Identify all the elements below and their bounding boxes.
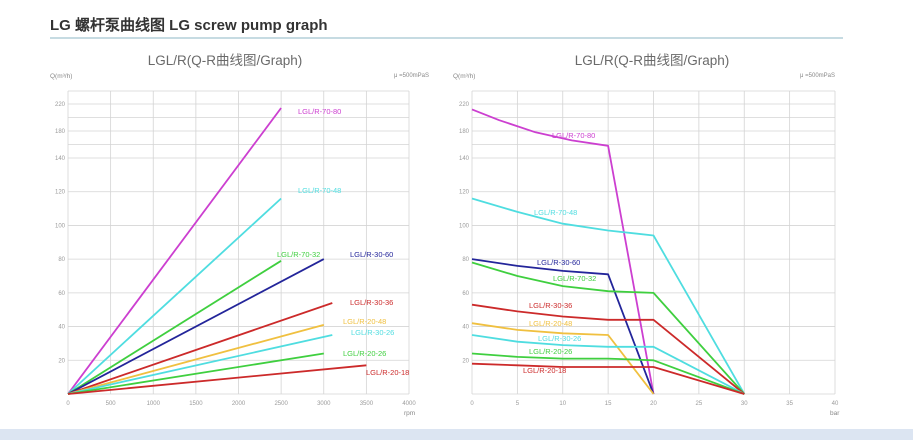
series-line: [471, 352, 745, 395]
y-tick-label: 20: [58, 358, 65, 364]
y-tick-label: 220: [55, 102, 66, 108]
chart-title: LGL/R(Q-R曲线图/Graph): [575, 53, 730, 68]
y-axis-label: Q(m³/h): [453, 73, 475, 80]
x-tick-label: 10: [559, 401, 566, 407]
y-tick-label: 180: [459, 129, 470, 135]
x-tick-label: 3500: [360, 401, 374, 407]
y-axis-label: Q(m³/h): [50, 73, 72, 80]
x-axis-label: bar: [830, 410, 840, 417]
x-tick-label: 15: [605, 401, 612, 407]
series-label: LGL/R-30-60: [350, 250, 393, 259]
series-label: LGL/R-70-80: [298, 107, 341, 116]
series-label: LGL/R-30-36: [529, 301, 572, 310]
y-tick-label: 120: [55, 190, 66, 196]
y-tick-label: 80: [462, 257, 469, 263]
series-line: [67, 258, 325, 395]
series-label: LGL/R-30-60: [537, 258, 580, 267]
y-tick-label: 100: [55, 223, 66, 229]
footer-band: [0, 429, 913, 440]
series-line: [67, 302, 333, 395]
x-tick-label: 20: [650, 401, 657, 407]
series-label: LGL/R-20-18: [523, 366, 566, 375]
x-tick-label: 35: [786, 401, 793, 407]
series-line: [471, 334, 745, 395]
series-label: LGL/R-30-26: [351, 328, 394, 337]
series-label: LGL/R-30-36: [350, 298, 393, 307]
page-title: LG 螺杆泵曲线图 LG screw pump graph: [50, 17, 328, 34]
x-tick-label: 2500: [274, 401, 288, 407]
y-tick-label: 40: [58, 325, 65, 331]
x-tick-label: 0: [66, 401, 70, 407]
viscosity-label: μ =500mPaS: [394, 73, 429, 79]
series-line: [67, 364, 367, 395]
series-label: LGL/R-20-48: [343, 317, 386, 326]
y-tick-label: 120: [459, 190, 470, 196]
chart-title: LGL/R(Q-R曲线图/Graph): [148, 53, 303, 68]
header-divider: [50, 37, 843, 39]
series-label: LGL/R-20-26: [529, 347, 572, 356]
y-tick-label: 80: [58, 257, 65, 263]
x-tick-label: 1000: [147, 401, 161, 407]
y-tick-label: 140: [55, 156, 66, 162]
series-line: [67, 334, 333, 395]
x-tick-label: 5: [516, 401, 520, 407]
chart-rpm: LGL/R(Q-R曲线图/Graph) Q(m³/h) μ =500mPaS r…: [50, 53, 429, 417]
series-label: LGL/R-70-32: [553, 274, 596, 283]
x-tick-label: 40: [832, 401, 839, 407]
series-line: [471, 258, 655, 395]
series-label: LGL/R-30-26: [538, 334, 581, 343]
x-tick-label: 1500: [189, 401, 203, 407]
x-tick-label: 2000: [232, 401, 246, 407]
chart-pressure: LGL/R(Q-R曲线图/Graph) Q(m³/h) μ =500mPaS b…: [453, 53, 840, 417]
series-line: [471, 303, 745, 395]
series-label: LGL/R-70-48: [534, 208, 577, 217]
series-line: [471, 108, 655, 395]
y-tick-label: 220: [459, 102, 470, 108]
x-tick-label: 0: [470, 401, 474, 407]
series-line: [67, 260, 282, 395]
series-line: [471, 197, 746, 395]
y-tick-label: 60: [462, 291, 469, 297]
x-tick-label: 25: [696, 401, 703, 407]
y-tick-label: 60: [58, 291, 65, 297]
series-line: [67, 107, 282, 395]
series-line: [67, 352, 324, 395]
y-tick-label: 180: [55, 129, 66, 135]
series-line: [67, 197, 282, 395]
series-line: [471, 362, 745, 395]
x-tick-label: 500: [106, 401, 117, 407]
y-tick-label: 20: [462, 358, 469, 364]
x-tick-label: 3000: [317, 401, 331, 407]
y-tick-label: 100: [459, 223, 470, 229]
x-tick-label: 4000: [402, 401, 416, 407]
series-label: LGL/R-20-18: [366, 368, 409, 377]
series-line: [67, 324, 325, 395]
x-tick-label: 30: [741, 401, 748, 407]
series-label: LGL/R-70-32: [277, 250, 320, 259]
series-line: [471, 261, 745, 395]
series-label: LGL/R-70-80: [552, 131, 595, 140]
series-label: LGL/R-20-48: [529, 319, 572, 328]
x-axis-label: rpm: [404, 410, 415, 417]
viscosity-label: μ =500mPaS: [800, 73, 835, 79]
series-line: [471, 322, 655, 395]
y-tick-label: 140: [459, 156, 470, 162]
series-label: LGL/R-20-26: [343, 349, 386, 358]
y-tick-label: 40: [462, 325, 469, 331]
series-label: LGL/R-70-48: [298, 186, 341, 195]
